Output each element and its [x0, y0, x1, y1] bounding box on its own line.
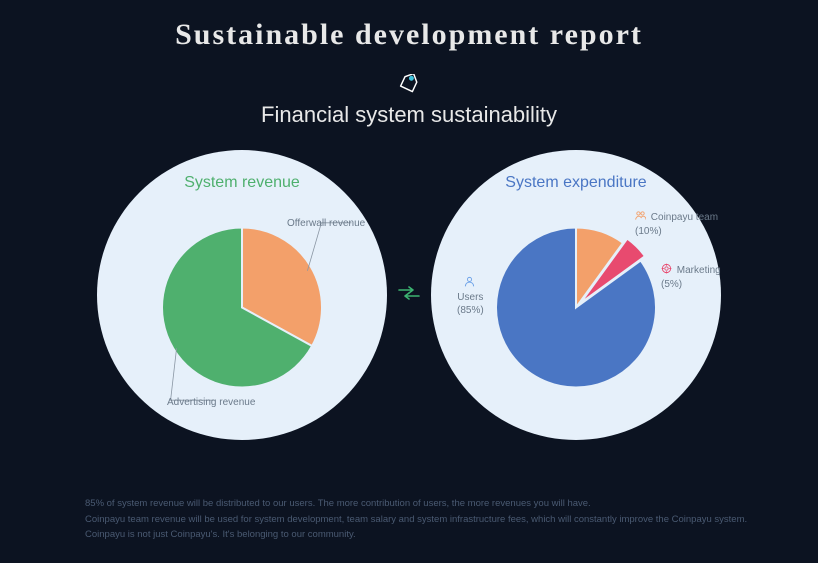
footer-line: Coinpayu team revenue will be used for s…: [85, 513, 778, 527]
revenue-label-advertising: Advertising revenue: [167, 396, 255, 409]
expenditure-pie: [496, 227, 656, 392]
team-icon: [635, 210, 646, 225]
revenue-chart-title: System revenue: [97, 174, 387, 192]
footer-text: 85% of system revenue will be distribute…: [85, 497, 778, 543]
expenditure-chart-title: System expenditure: [431, 174, 721, 192]
revenue-label-offerwall: Offerwall revenue: [287, 217, 365, 230]
revenue-pie: [162, 227, 322, 392]
target-icon: [661, 263, 672, 278]
charts-row: System revenue Offerwall revenue Adverti…: [0, 150, 818, 440]
footer-line: Coinpayu is not just Coinpayu's. It's be…: [85, 528, 778, 542]
tag-icon: [0, 74, 818, 96]
expenditure-label-team: Coinpayu team (10%): [635, 210, 718, 238]
swap-icon: [397, 286, 421, 305]
expenditure-label-marketing: Marketing (5%): [661, 263, 721, 291]
expenditure-label-users: Users (85%): [457, 276, 484, 317]
expenditure-chart: System expenditure Coinpayu team (10%) M…: [431, 150, 721, 440]
footer-line: 85% of system revenue will be distribute…: [85, 497, 778, 511]
users-icon: [464, 276, 475, 291]
revenue-chart: System revenue Offerwall revenue Adverti…: [97, 150, 387, 440]
sub-title: Financial system sustainability: [0, 102, 818, 128]
main-title: Sustainable development report: [0, 0, 818, 52]
